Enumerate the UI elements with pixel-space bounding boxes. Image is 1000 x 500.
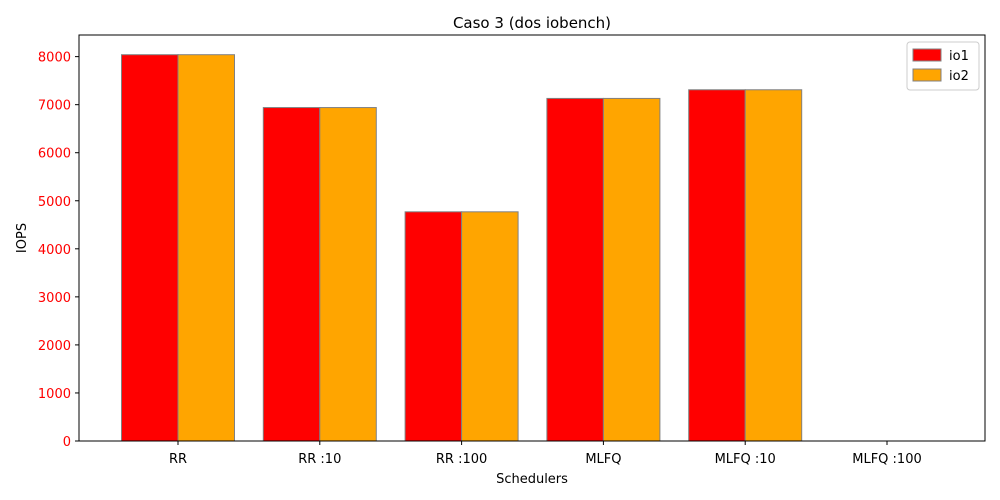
x-tick-label: RR :10 <box>298 452 341 467</box>
y-tick-label: 2000 <box>38 339 71 354</box>
bar-io1-4 <box>546 97 604 442</box>
legend-swatch-io2 <box>912 68 942 82</box>
y-tick-label: 8000 <box>38 51 71 66</box>
y-tick-label: 1000 <box>38 387 71 402</box>
bar-io1-2 <box>262 107 321 442</box>
bar-io1-1 <box>121 54 179 442</box>
y-tick-label: 0 <box>63 435 71 450</box>
y-tick-label: 5000 <box>38 195 71 210</box>
plot-area: RR RR :10 RR :100 MLFQ MLFQ :10 MLFQ :100 0 100… <box>38 34 986 467</box>
plot-frame <box>78 34 986 442</box>
x-tick-label: RR <box>169 452 187 467</box>
x-axis-title: Schedulers <box>496 472 568 487</box>
y-axis-title: IOPS <box>15 223 30 253</box>
bar-io2-3 <box>461 211 519 442</box>
bar-io2-1 <box>177 54 235 442</box>
chart-title: Caso 3 (dos iobench) <box>453 14 611 32</box>
x-tick-label: MLFQ <box>585 452 621 467</box>
bar-io1-3 <box>404 211 463 442</box>
legend-label-io1: io1 <box>949 49 969 64</box>
y-tick-label: 6000 <box>38 147 71 162</box>
x-tick-label: RR :100 <box>436 452 487 467</box>
x-tick-label: MLFQ :10 <box>715 452 776 467</box>
y-tick-label: 4000 <box>38 243 71 258</box>
bar-io2-4 <box>602 97 661 442</box>
legend-swatch-io1 <box>912 48 942 62</box>
legend-label-io2: io2 <box>949 69 969 84</box>
bar-io2-5 <box>744 89 803 442</box>
bar-io2-2 <box>319 107 377 442</box>
y-tick-label: 3000 <box>38 291 71 306</box>
y-tick-label: 7000 <box>38 99 71 114</box>
bar-io1-5 <box>688 89 746 442</box>
x-tick-label: MLFQ :100 <box>852 452 922 467</box>
